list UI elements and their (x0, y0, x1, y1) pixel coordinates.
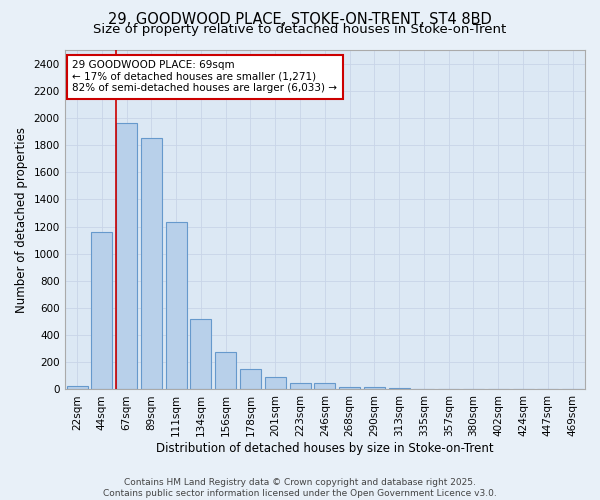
Text: Size of property relative to detached houses in Stoke-on-Trent: Size of property relative to detached ho… (94, 22, 506, 36)
Bar (166, 222, 187, 390)
Bar (91, 232, 112, 390)
X-axis label: Distribution of detached houses by size in Stoke-on-Trent: Distribution of detached houses by size … (156, 442, 494, 455)
Text: 29, GOODWOOD PLACE, STOKE-ON-TRENT, ST4 8BD: 29, GOODWOOD PLACE, STOKE-ON-TRENT, ST4 … (108, 12, 492, 28)
Bar (512, 389, 533, 390)
Bar (339, 386, 360, 390)
Bar (314, 384, 335, 390)
Bar (413, 389, 434, 390)
Bar (116, 124, 137, 390)
Bar (538, 389, 559, 390)
Bar (215, 352, 236, 390)
Bar (141, 138, 162, 390)
Bar (240, 369, 261, 390)
Bar (463, 389, 484, 390)
Bar (265, 377, 286, 390)
Text: Contains HM Land Registry data © Crown copyright and database right 2025.
Contai: Contains HM Land Registry data © Crown c… (103, 478, 497, 498)
Bar (67, 386, 88, 390)
Bar (190, 319, 211, 390)
Text: 29 GOODWOOD PLACE: 69sqm
← 17% of detached houses are smaller (1,271)
82% of sem: 29 GOODWOOD PLACE: 69sqm ← 17% of detach… (73, 60, 337, 94)
Bar (562, 389, 583, 390)
Bar (389, 388, 410, 390)
Y-axis label: Number of detached properties: Number of detached properties (15, 126, 28, 312)
Bar (364, 386, 385, 390)
Bar (488, 389, 509, 390)
Bar (290, 384, 311, 390)
Bar (438, 389, 459, 390)
